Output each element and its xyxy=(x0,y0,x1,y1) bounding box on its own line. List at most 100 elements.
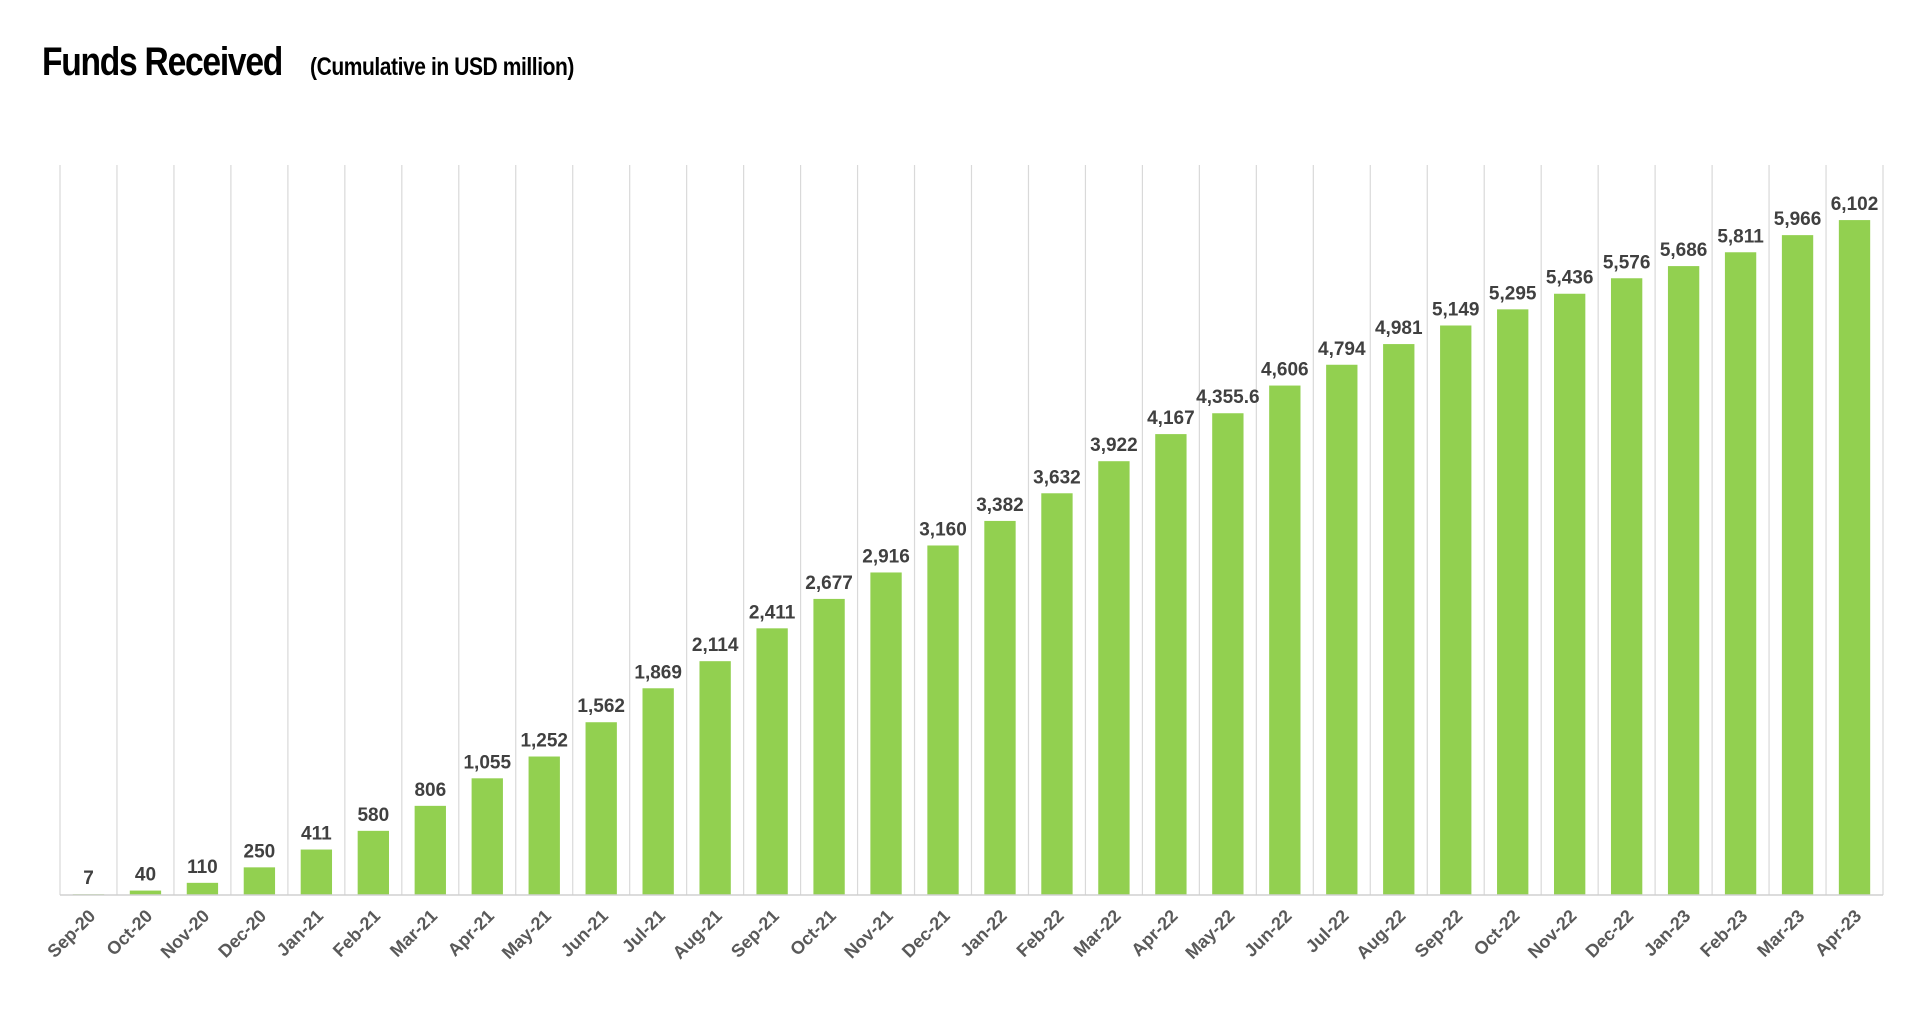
data-label: 5,149 xyxy=(1432,299,1480,320)
data-labels: 7 40 110 250 411 580 806 1,055 1,252 1,562 1,869 2,… xyxy=(83,194,1878,889)
bar xyxy=(699,661,731,895)
bar xyxy=(585,722,617,895)
data-label: 5,686 xyxy=(1660,240,1708,261)
chart-subtitle: (Cumulative in USD million) xyxy=(310,53,575,81)
data-label: 5,576 xyxy=(1603,252,1651,273)
data-label: 4,167 xyxy=(1147,408,1195,429)
bar xyxy=(1383,344,1415,896)
x-tick-labels: Sep-20 Oct-20 Nov-20 Dec-20 Jan-21 Feb-21 Mar-… xyxy=(43,906,1865,963)
data-label: 3,160 xyxy=(919,519,967,540)
x-tick-label: Sep-20 xyxy=(43,906,99,962)
x-tick-label: Dec-20 xyxy=(214,906,270,962)
bar xyxy=(300,849,333,895)
bar xyxy=(1326,364,1358,896)
x-tick-label: Jun-22 xyxy=(1240,906,1295,961)
bar xyxy=(1781,235,1814,895)
data-label: 1,562 xyxy=(577,696,625,717)
bar xyxy=(357,830,389,895)
x-tick-label: Aug-21 xyxy=(669,906,726,963)
data-label: 3,382 xyxy=(976,495,1024,516)
data-label: 3,922 xyxy=(1090,435,1138,456)
chart-title: Funds Received xyxy=(42,40,283,84)
x-tick-label: Oct-22 xyxy=(1470,906,1524,960)
data-label: 3,632 xyxy=(1033,467,1081,488)
x-tick-label: Feb-22 xyxy=(1013,906,1068,961)
chart-title-block: Funds Received (Cumulative in USD millio… xyxy=(42,40,625,85)
data-label: 5,966 xyxy=(1774,209,1822,230)
x-tick-label: Nov-20 xyxy=(157,906,214,963)
bar xyxy=(1667,266,1700,895)
x-tick-label: Feb-23 xyxy=(1696,906,1751,961)
bar xyxy=(927,545,959,895)
bar xyxy=(1155,434,1187,895)
bar xyxy=(243,867,276,895)
x-tick-label: Feb-21 xyxy=(329,906,384,961)
x-tick-label: Sep-22 xyxy=(1411,906,1467,962)
data-label: 4,606 xyxy=(1261,360,1309,381)
data-label: 1,869 xyxy=(634,662,682,683)
bars xyxy=(72,220,1871,896)
x-tick-label: Sep-21 xyxy=(727,906,783,962)
data-label: 4,794 xyxy=(1318,339,1366,360)
x-tick-label: Dec-22 xyxy=(1582,906,1638,962)
x-tick-label: May-21 xyxy=(498,906,555,963)
x-tick-label: Oct-21 xyxy=(786,906,840,960)
bar xyxy=(1440,325,1472,895)
data-label: 411 xyxy=(301,824,332,845)
bar xyxy=(1041,493,1073,895)
data-label: 806 xyxy=(414,780,446,801)
data-label: 5,295 xyxy=(1489,283,1537,304)
x-tick-label: Nov-22 xyxy=(1524,906,1581,963)
bar xyxy=(471,778,503,895)
bar xyxy=(870,572,902,895)
x-tick-label: Nov-21 xyxy=(840,906,897,963)
bar xyxy=(1838,220,1871,896)
x-tick-label: May-22 xyxy=(1181,906,1238,963)
x-tick-label: Mar-22 xyxy=(1070,906,1125,961)
x-tick-label: Jan-22 xyxy=(956,906,1010,960)
data-label: 2,411 xyxy=(749,602,796,623)
bar xyxy=(1098,461,1130,895)
data-label: 7 xyxy=(83,868,94,889)
bar xyxy=(1724,252,1757,895)
x-tick-label: Jun-21 xyxy=(557,906,612,961)
bar xyxy=(186,882,219,895)
x-tick-label: Apr-22 xyxy=(1127,906,1181,960)
bar xyxy=(756,628,788,895)
data-label: 6,102 xyxy=(1831,194,1879,215)
data-label: 250 xyxy=(244,841,276,862)
bar xyxy=(813,598,845,895)
data-label: 1,055 xyxy=(463,752,511,773)
data-label: 4,981 xyxy=(1375,318,1423,339)
x-tick-label: Apr-23 xyxy=(1811,906,1865,960)
x-tick-label: Mar-21 xyxy=(386,906,441,961)
x-tick-label: Jan-23 xyxy=(1640,906,1694,960)
data-label: 2,677 xyxy=(805,573,853,594)
bar xyxy=(528,756,560,895)
x-tick-label: Oct-20 xyxy=(103,906,157,960)
bar xyxy=(1554,293,1586,895)
data-label: 40 xyxy=(135,865,156,886)
bar xyxy=(414,805,446,895)
data-label: 580 xyxy=(357,805,389,826)
gridlines xyxy=(59,165,1884,895)
x-tick-label: Mar-23 xyxy=(1753,906,1808,961)
data-label: 5,811 xyxy=(1717,226,1764,247)
bar xyxy=(1212,413,1244,895)
data-label: 2,114 xyxy=(692,635,739,656)
bar xyxy=(642,688,674,895)
x-tick-label: Apr-21 xyxy=(444,906,498,960)
x-tick-label: Dec-21 xyxy=(898,906,954,962)
bar xyxy=(1610,278,1643,895)
bar xyxy=(129,890,162,895)
data-label: 1,252 xyxy=(520,731,568,752)
x-tick-label: Jan-21 xyxy=(273,906,327,960)
bar xyxy=(1497,309,1529,895)
data-label: 5,436 xyxy=(1546,268,1594,289)
x-tick-label: Jul-21 xyxy=(618,906,669,957)
data-label: 4,355.6 xyxy=(1196,387,1259,408)
data-label: 2,916 xyxy=(862,546,910,567)
x-tick-label: Jul-22 xyxy=(1302,906,1353,957)
data-label: 110 xyxy=(187,857,218,878)
